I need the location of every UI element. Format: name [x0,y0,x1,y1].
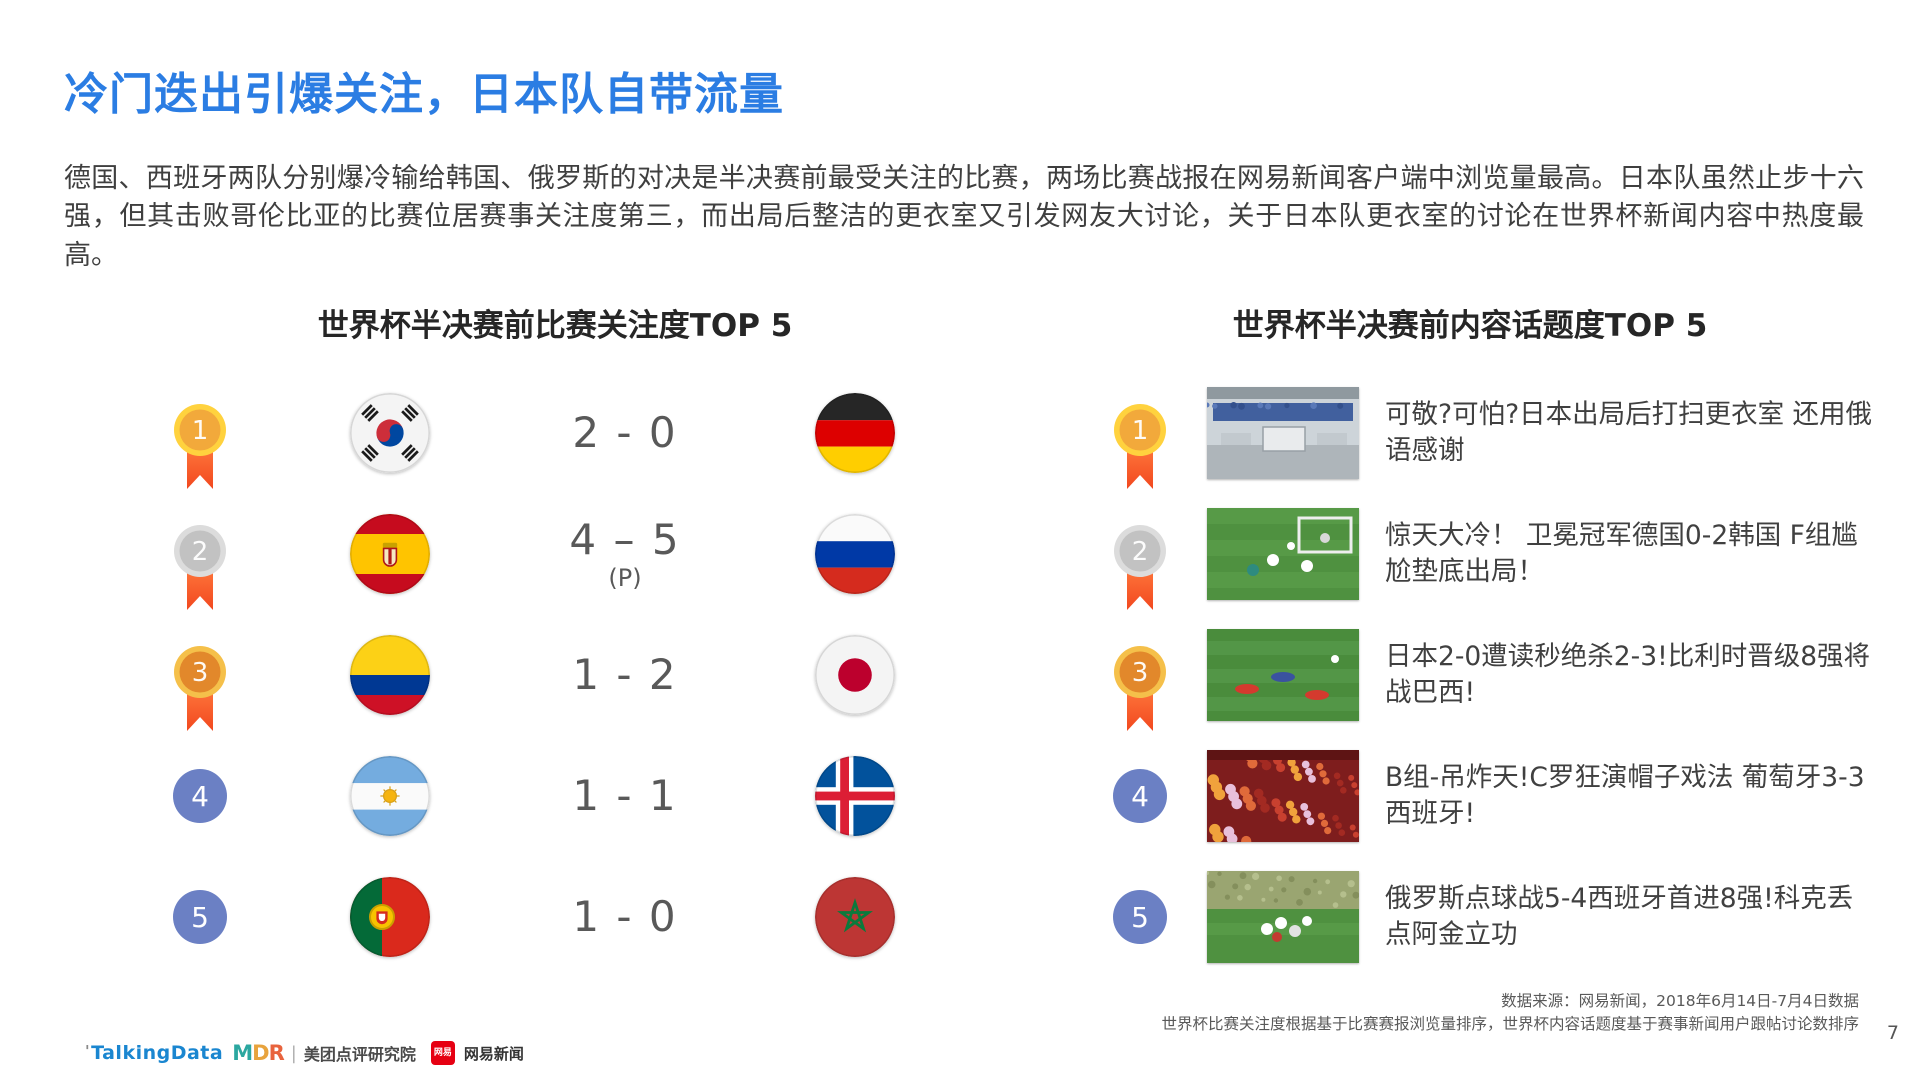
colombia-flag-icon [270,634,510,715]
rank-4-badge: 4 [1095,768,1185,824]
match-row: 4 1 - 1 [130,735,970,856]
talkingdata-logo: 'TalkingData [85,1042,223,1064]
data-source-note: 数据来源：网易新闻，2018年6月14日-7月4日数据 世界杯比赛关注度根据基于… [1161,990,1859,1037]
talkingdata-logo-text: TalkingData [91,1042,224,1064]
netease-logo-icon: 网易 [430,1041,455,1065]
intro-paragraph: 德国、西班牙两队分别爆冷输给韩国、俄罗斯的对决是半决赛前最受关注的比赛，两场比赛… [64,163,1864,271]
right-panel-title: 世界杯半决赛前内容话题度TOP 5 [1232,308,1708,344]
match-score: 1 - 0 [510,892,740,941]
svg-text:1: 1 [192,416,209,446]
rank-2-badge: 2 [1095,524,1185,610]
japan-flag-icon [740,634,970,715]
south-korea-flag-icon [270,392,510,473]
russia-flag-icon [740,513,970,594]
topic-headline: 可敬?可怕?日本出局后打扫更衣室 还用俄语感谢 [1385,398,1873,466]
japan-belgium-match-thumbnail [1207,628,1359,721]
score-value: 4 – 5 [569,515,681,564]
source-line-2: 世界杯比赛关注度根据基于比赛赛报浏览量排序，世界杯内容话题度基于赛事新闻用户跟帖… [1161,1015,1859,1034]
svg-text:4: 4 [191,780,209,813]
left-panel-title: 世界杯半决赛前比赛关注度TOP 5 [317,308,793,344]
mdr-logo: MDR [232,1041,285,1065]
score-value: 1 - 0 [572,892,678,941]
mdr-letter-d: D [252,1041,269,1065]
score-value: 1 - 2 [572,650,678,699]
score-value: 1 - 1 [572,771,678,820]
svg-text:5: 5 [191,901,209,934]
mdr-letter-r: R [268,1041,285,1065]
locker-room-thumbnail [1207,386,1359,479]
meituan-research-logo-text: 美团点评研究院 [303,1045,416,1064]
russia-celebration-thumbnail [1207,870,1359,963]
score-value: 2 - 0 [572,408,678,457]
match-score: 1 - 2 [510,650,740,699]
portugal-flag-icon [270,876,510,957]
rank-2-badge: 2 [130,524,270,610]
argentina-flag-icon [270,755,510,836]
source-line-1: 数据来源：网易新闻，2018年6月14日-7月4日数据 [1501,992,1859,1010]
rank-1-badge: 1 [1095,403,1185,489]
topic-headline: 俄罗斯点球战5-4西班牙首进8强!科克丢点阿金立功 [1385,882,1854,950]
page-title: 冷门迭出引爆关注，日本队自带流量 [64,69,784,120]
svg-text:3: 3 [192,658,209,688]
topic-ranking-list: 1 可敬?可怕?日本出局后打扫更衣室 还用俄语感谢 2 惊 [1095,372,1885,977]
germany-korea-match-thumbnail [1207,507,1359,600]
topic-headline: 惊天大冷！ 卫冕冠军德国0-2韩国 F组尴尬垫底出局！ [1385,519,1858,587]
topic-row: 4 B组-吊炸天!C罗狂演帽子戏法 葡萄牙3-3西班牙! [1095,735,1885,856]
topic-headline: B组-吊炸天!C罗狂演帽子戏法 葡萄牙3-3西班牙! [1385,761,1865,829]
iceland-flag-icon [740,755,970,836]
match-score: 4 – 5 (P) [510,515,740,592]
talkingdata-tick-icon: ' [85,1042,91,1060]
match-row: 1 2 - 0 [130,372,970,493]
topic-headline: 日本2-0遭读秒绝杀2-3!比利时晋级8强将战巴西! [1385,640,1871,708]
match-row: 5 1 - 0 [130,856,970,977]
mdr-letter-m: M [232,1041,253,1065]
page-number: 7 [1886,1022,1899,1044]
match-row: 3 1 - 2 [130,614,970,735]
svg-text:2: 2 [192,537,209,567]
logo-divider: | [290,1042,297,1064]
svg-text:3: 3 [1132,658,1149,688]
svg-text:2: 2 [1132,537,1149,567]
portugal-spain-fans-thumbnail [1207,749,1359,842]
svg-text:4: 4 [1131,780,1149,813]
match-ranking-list: 1 2 - 0 [130,372,970,977]
match-score: 2 - 0 [510,408,740,457]
topic-row: 3 日本2-0遭读秒绝杀2-3!比利时晋级8强将战巴西! [1095,614,1885,735]
match-score: 1 - 1 [510,771,740,820]
rank-3-badge: 3 [1095,645,1185,731]
rank-3-badge: 3 [130,645,270,731]
morocco-flag-icon [740,876,970,957]
topic-row: 2 惊天大冷！ 卫冕冠军德国0-2韩国 F组尴尬垫底出局！ [1095,493,1885,614]
rank-5-badge: 5 [1095,889,1185,945]
svg-text:1: 1 [1132,416,1149,446]
rank-4-badge: 4 [130,768,270,824]
match-row: 2 4 – 5 (P) [130,493,970,614]
logo-bar: 'TalkingData MDR | 美团点评研究院 网易 网易新闻 [85,1040,524,1066]
svg-text:5: 5 [1131,901,1149,934]
topic-row: 1 可敬?可怕?日本出局后打扫更衣室 还用俄语感谢 [1095,372,1885,493]
spain-flag-icon [270,513,510,594]
rank-5-badge: 5 [130,889,270,945]
score-note: (P) [608,564,642,592]
topic-row: 5 俄罗斯点球战5-4西班牙首进8强!科克丢点阿金立功 [1095,856,1885,977]
rank-1-badge: 1 [130,403,270,489]
germany-flag-icon [740,392,970,473]
netease-news-logo-text: 网易新闻 [463,1044,524,1063]
